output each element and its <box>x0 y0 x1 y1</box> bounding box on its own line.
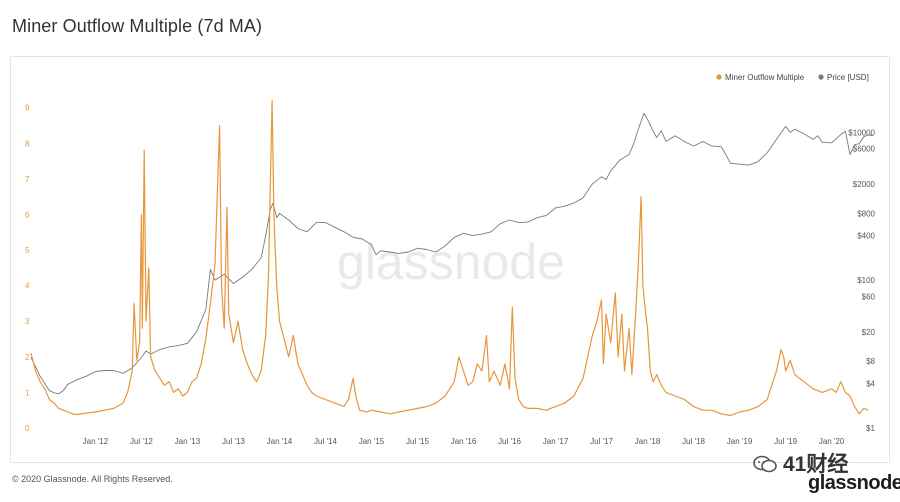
series-line-price <box>30 112 874 395</box>
y-right-tick-label: $1 <box>866 424 875 433</box>
x-tick-label: Jan '18 <box>635 437 661 446</box>
y-right-tick-label: $2000 <box>853 180 876 189</box>
y-right-tick-label: $100 <box>857 276 875 285</box>
x-tick-label: Jul '15 <box>406 437 429 446</box>
watermark: glassnode <box>337 234 565 290</box>
x-tick-label: Jul '19 <box>774 437 797 446</box>
y-left-tick-label: 9 <box>25 104 30 113</box>
y-left-tick-label: 3 <box>25 317 30 326</box>
legend-swatch <box>818 74 824 80</box>
chart-svg: glassnode Miner Outflow Multiple Price [U… <box>25 73 876 446</box>
wechat-label: 41财经 <box>783 453 849 476</box>
x-tick-label: Jul '14 <box>314 437 337 446</box>
x-tick-label: Jan '19 <box>727 437 753 446</box>
legend-entry: Miner Outflow Multiple <box>725 73 805 82</box>
y-right-tick-label: $60 <box>862 293 876 302</box>
x-tick-label: Jan '14 <box>267 437 293 446</box>
y-left-tick-label: 2 <box>25 353 30 362</box>
y-right-tick-label: $20 <box>862 328 876 337</box>
y-right-tick-label: $4 <box>866 379 875 388</box>
y-left-tick-label: 6 <box>25 210 30 219</box>
y-left-tick-label: 1 <box>25 388 30 397</box>
y-left-tick-label: 5 <box>25 246 30 255</box>
y-right-tick-label: $400 <box>857 232 875 241</box>
x-tick-label: Jan '17 <box>543 437 569 446</box>
x-tick-label: Jan '12 <box>83 437 109 446</box>
series-line-miner-outflow-multiple <box>30 100 869 417</box>
legend-entry: Price [USD] <box>827 73 869 82</box>
legend-swatch <box>716 74 722 80</box>
x-axis: Jan '12 Jul '12 Jan '13 Jul '13 Jan '14 Jul '… <box>83 437 845 446</box>
chart-legend: Miner Outflow Multiple Price [USD] <box>716 73 869 82</box>
y-axis-left: 0 1 2 3 4 5 6 7 8 9 <box>25 104 30 433</box>
copyright-text: © 2020 Glassnode. All Rights Reserved. <box>12 474 173 484</box>
x-tick-label: Jan '15 <box>359 437 385 446</box>
y-axis-right: $1 $4 $8 $20 $60 $100 $400 $800 $2000 $6000 $10000 <box>848 128 875 433</box>
chart-panel: glassnode Miner Outflow Multiple Price [U… <box>10 56 890 463</box>
y-left-tick-label: 8 <box>25 139 30 148</box>
x-tick-label: Jan '13 <box>175 437 201 446</box>
x-tick-label: Jul '13 <box>222 437 245 446</box>
wechat-icon <box>753 455 777 473</box>
x-tick-label: Jul '17 <box>590 437 613 446</box>
x-tick-label: Jul '16 <box>498 437 521 446</box>
page-title: Miner Outflow Multiple (7d MA) <box>12 16 263 36</box>
x-tick-label: Jul '12 <box>130 437 153 446</box>
y-left-tick-label: 0 <box>25 424 30 433</box>
x-tick-label: Jul '18 <box>682 437 705 446</box>
x-tick-label: Jan '20 <box>819 437 845 446</box>
y-right-tick-label: $800 <box>857 209 875 218</box>
y-right-tick-label: $6000 <box>853 145 876 154</box>
y-left-tick-label: 4 <box>25 282 30 291</box>
series-layer <box>30 100 874 417</box>
y-left-tick-label: 7 <box>25 175 30 184</box>
brand-logo: glassnode <box>808 472 900 494</box>
x-tick-label: Jan '16 <box>451 437 477 446</box>
y-right-tick-label: $8 <box>866 357 875 366</box>
wechat-badge: 41财经 <box>753 448 848 478</box>
y-right-tick-label: $10000 <box>848 128 875 137</box>
